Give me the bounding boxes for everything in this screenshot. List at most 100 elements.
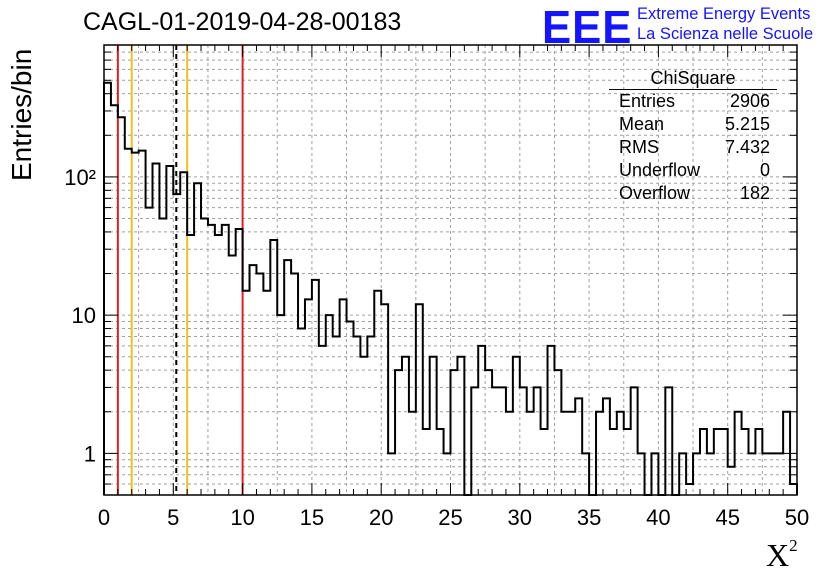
x-tick-label: 45 [715, 505, 739, 530]
stats-label: RMS [619, 137, 659, 157]
histogram-bin [395, 370, 402, 495]
stats-row-rms: RMS 7.432 [609, 136, 777, 159]
histogram-bin [236, 229, 243, 495]
histogram-bin [534, 387, 541, 495]
logo-mark: EEE [542, 1, 633, 53]
stats-value: 182 [739, 183, 770, 203]
histogram-bin [360, 357, 367, 495]
y-tick-label: 10² [64, 165, 96, 190]
y-tick-label: 1 [84, 441, 96, 466]
histogram-bin [554, 370, 561, 495]
histogram-bin [277, 315, 284, 495]
histogram-bin [256, 274, 263, 495]
x-tick-label: 30 [508, 505, 532, 530]
stats-row-mean: Mean 5.215 [609, 113, 777, 136]
x-tick-label: 10 [230, 505, 254, 530]
histogram-bin [700, 429, 707, 495]
histogram-bin [146, 208, 153, 495]
x-axis-label: X2 [766, 536, 798, 573]
histogram-bin [402, 357, 409, 495]
x-tick-labels: 0 5 10 15 20 25 30 35 40 45 50 [98, 505, 809, 530]
histogram-bin [319, 346, 326, 495]
histogram-bin [478, 346, 485, 495]
histogram-bin [471, 387, 478, 495]
histogram-bin [250, 265, 257, 495]
histogram-bin [104, 83, 111, 495]
x-tick-label: 50 [785, 505, 809, 530]
histogram-bin [728, 467, 735, 495]
histogram-bin [367, 337, 374, 495]
histogram-bin [153, 164, 160, 495]
stats-box: ChiSquare Entries 2906 Mean 5.215 RMS 7.… [609, 67, 777, 205]
histogram-bin [270, 240, 277, 495]
histogram-bin [742, 429, 749, 495]
histogram-bin [457, 357, 464, 495]
chart-title: CAGL-01-2019-04-28-00183 [83, 8, 402, 36]
histogram-bin [291, 274, 298, 495]
histogram-bin [686, 484, 693, 495]
histogram-bin [132, 153, 139, 495]
histogram-bin [631, 387, 638, 495]
x-tick-label: 20 [369, 505, 393, 530]
histogram-bin [118, 117, 125, 495]
histogram-bin [208, 225, 215, 495]
histogram-bin [333, 337, 340, 495]
x-tick-label: 0 [98, 505, 110, 530]
y-tick-label: 10 [72, 303, 96, 328]
histogram-bin [513, 357, 520, 495]
histogram-bin [430, 357, 437, 495]
stats-row-entries: Entries 2906 [609, 90, 777, 113]
histogram-bin [575, 398, 582, 495]
histogram-bin [721, 429, 728, 495]
histogram-bin [755, 429, 762, 495]
stats-value: 2906 [729, 91, 770, 111]
stats-label: Underflow [619, 160, 701, 180]
histogram-bin [790, 484, 797, 495]
histogram-bin [353, 337, 360, 495]
grid-lines [104, 45, 797, 495]
histogram-bin [229, 256, 236, 495]
x-tick-label: 25 [438, 505, 462, 530]
histogram-bin [222, 225, 229, 495]
stats-row-underflow: Underflow 0 [609, 159, 777, 182]
histogram-bin [326, 315, 333, 495]
stats-label: Entries [619, 91, 676, 111]
x-tick-label: 15 [300, 505, 324, 530]
histogram-bin [180, 172, 187, 495]
x-tick-label: 5 [167, 505, 179, 530]
x-tick-label: 35 [577, 505, 601, 530]
histogram-bin [548, 346, 555, 495]
y-axis-label: Entries/bin [6, 48, 37, 181]
histogram-bin [520, 387, 527, 495]
stats-title: ChiSquare [609, 67, 777, 90]
histogram-bin [194, 183, 201, 495]
histogram-bin [111, 105, 118, 495]
histogram-bin [437, 429, 444, 495]
histogram-bin [610, 429, 617, 495]
logo-line-1: Extreme Energy Events [637, 5, 811, 23]
reference-lines [116, 45, 244, 495]
histogram-bin [541, 429, 548, 495]
x-tick-label: 40 [646, 505, 670, 530]
histogram-bin [624, 429, 631, 495]
histogram-bin [423, 429, 430, 495]
stats-label: Overflow [619, 183, 691, 203]
histogram-bin [714, 429, 721, 495]
y-tick-labels: 1 10 10² [64, 165, 96, 466]
histogram-bin [485, 370, 492, 495]
histogram-bin [139, 151, 146, 495]
stats-value: 5.215 [724, 114, 770, 134]
stats-row-overflow: Overflow 182 [609, 182, 777, 205]
logo-line-2: La Scienza nelle Scuole [637, 25, 814, 43]
eee-logo: EEE Extreme Energy Events La Scienza nel… [542, 1, 832, 53]
stats-value: 7.432 [724, 137, 770, 157]
histogram-bin [665, 387, 672, 495]
stats-value: 0 [759, 160, 770, 180]
histogram-bin [166, 166, 173, 495]
histogram-bin [603, 398, 610, 495]
stats-label: Mean [619, 114, 665, 134]
histogram-bin [492, 387, 499, 495]
histogram-bin [451, 370, 458, 495]
histogram-bin [499, 387, 506, 495]
